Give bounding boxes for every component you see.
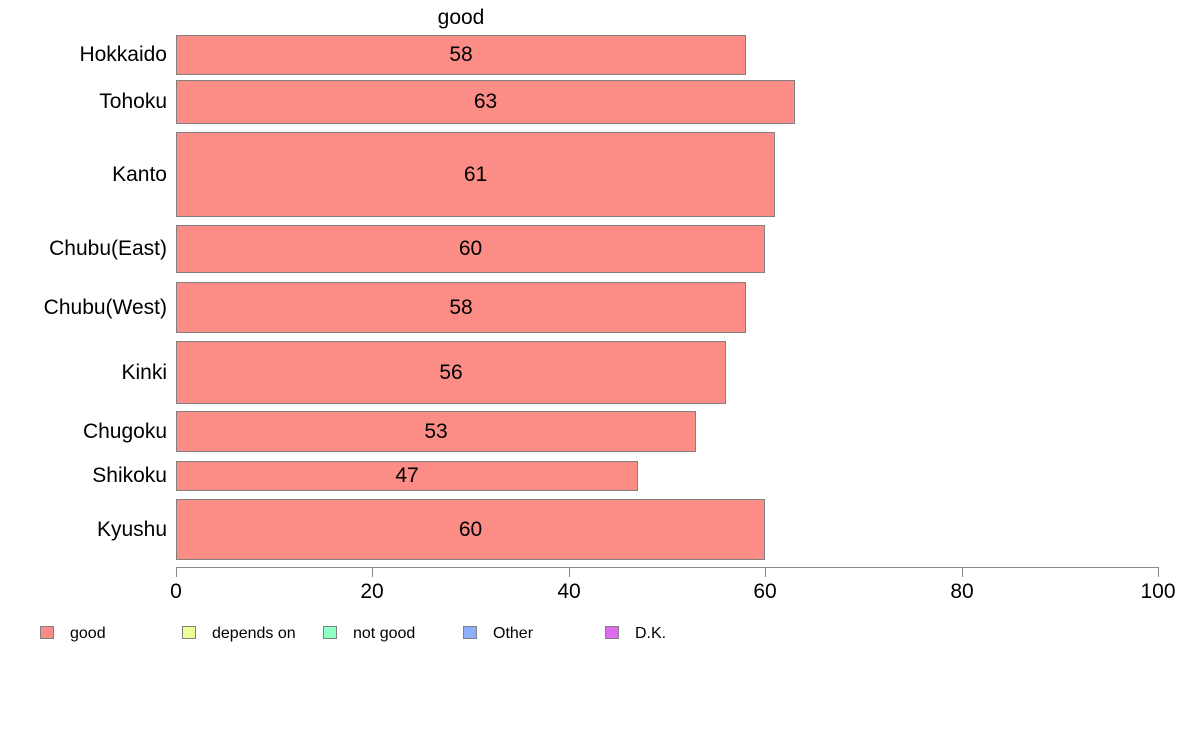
bar — [176, 282, 746, 333]
bar — [176, 461, 638, 491]
bar — [176, 411, 696, 452]
legend-swatch-good — [40, 626, 54, 639]
legend-label: good — [70, 625, 106, 642]
category-label: Chubu(West) — [43, 296, 167, 319]
bar — [176, 132, 775, 217]
bar-value-label: 63 — [473, 90, 498, 113]
x-axis-tick — [569, 567, 570, 577]
chart-title: good — [437, 6, 485, 29]
x-axis-tick — [1158, 567, 1159, 577]
bar-value-label: 58 — [449, 43, 473, 66]
bar — [176, 499, 765, 560]
bar-value-label: 58 — [449, 296, 473, 319]
x-axis-line — [176, 567, 1159, 568]
x-axis-tick-label: 100 — [1140, 580, 1176, 603]
category-label: Kanto — [112, 163, 167, 186]
category-label: Tohoku — [99, 90, 167, 113]
legend-swatch-d-k- — [605, 626, 619, 639]
category-label: Shikoku — [92, 464, 167, 487]
bar-value-label: 61 — [463, 163, 488, 186]
bar — [176, 35, 746, 75]
category-label: Chubu(East) — [49, 237, 167, 260]
legend-swatch-depends-on — [182, 626, 196, 639]
bar-value-label: 56 — [439, 361, 463, 384]
x-axis-tick-label: 20 — [360, 580, 384, 603]
x-axis-tick-label: 80 — [950, 580, 974, 603]
legend-label: depends on — [212, 625, 296, 642]
category-label: Hokkaido — [79, 43, 167, 66]
x-axis-tick — [176, 567, 177, 577]
x-axis-tick-label: 40 — [557, 580, 581, 603]
category-label: Kyushu — [96, 518, 167, 541]
legend-swatch-other — [463, 626, 477, 639]
category-label: Chugoku — [82, 420, 167, 443]
x-axis-tick-label: 0 — [170, 580, 182, 603]
legend-label: D.K. — [635, 625, 667, 642]
legend-label: not good — [353, 625, 416, 642]
x-axis-tick-label: 60 — [753, 580, 777, 603]
x-axis-tick — [765, 567, 766, 577]
legend-label: Other — [493, 625, 534, 642]
bar — [176, 225, 765, 273]
bar-value-label: 47 — [395, 464, 419, 487]
x-axis-tick — [372, 567, 373, 577]
x-axis-tick — [962, 567, 963, 577]
category-label: Kinki — [121, 361, 167, 384]
bar-value-label: 53 — [424, 420, 448, 443]
bar-value-label: 60 — [458, 518, 483, 541]
bar-value-label: 60 — [458, 237, 483, 260]
bar — [176, 341, 726, 404]
legend-swatch-not-good — [323, 626, 337, 639]
bar — [176, 80, 795, 124]
